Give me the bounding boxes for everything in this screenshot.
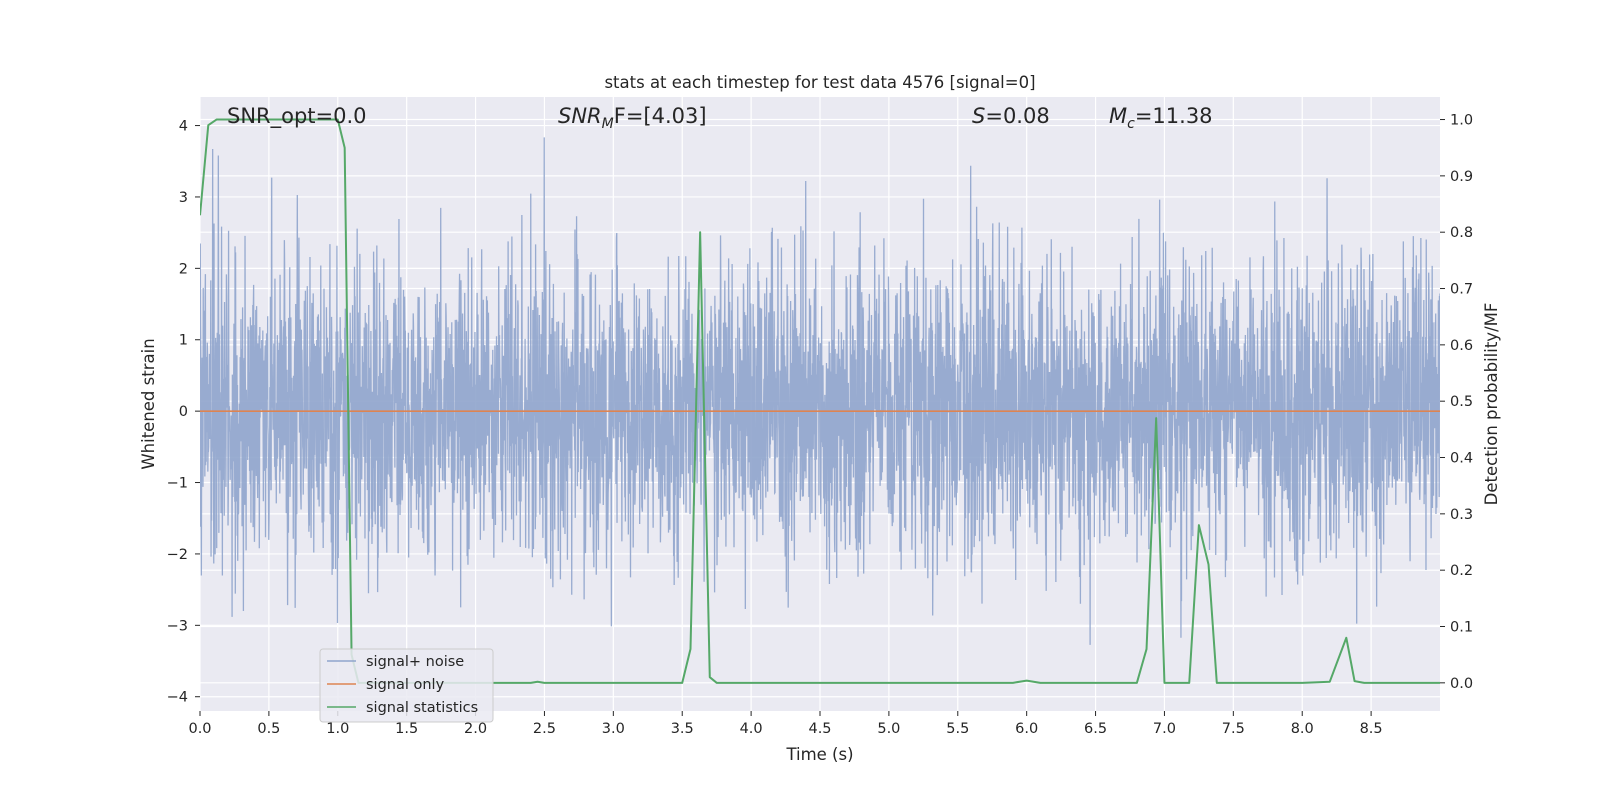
snr-mf-sub: M (602, 116, 614, 132)
x-tick-label-14: 7.0 (1153, 721, 1176, 737)
x-tick-label-13: 6.5 (1084, 721, 1107, 737)
right-y-axis-ticks: 0.0 0.1 0.2 0.3 0.4 0.5 0.6 0.7 0.8 0.9 1.0 (1440, 113, 1473, 692)
x-tick-label-7: 3.5 (671, 721, 694, 737)
chart-title: stats at each timestep for test data 457… (604, 73, 1035, 92)
x-tick-label-6: 3.0 (602, 721, 625, 737)
legend-label-signal-statistics: signal statistics (366, 700, 478, 716)
right-y-tick-label-10: 1.0 (1450, 113, 1473, 129)
left-y-tick-label-3: −1 (167, 476, 188, 492)
left-y-tick-label-1: −3 (167, 618, 188, 634)
annotation-mc: Mc=11.38 (1109, 104, 1213, 132)
annotation-snr-opt: SNR_opt=0.0 (227, 104, 367, 129)
right-y-tick-label-5: 0.5 (1450, 394, 1473, 410)
x-tick-label-10: 5.0 (877, 721, 900, 737)
x-axis-label: Time (s) (785, 745, 853, 764)
x-axis-ticks: 0.0 0.5 1.0 1.5 2.0 2.5 3.0 3.5 4.0 4.5 5.0 5.5 6.0 6… (188, 711, 1383, 737)
x-tick-label-3: 1.5 (395, 721, 418, 737)
left-y-tick-label-2: −2 (167, 547, 188, 563)
mc-label: M (1109, 104, 1127, 128)
s-label: S (972, 104, 985, 128)
snr-mf-value: F=[4.03] (614, 104, 707, 128)
x-tick-label-9: 4.5 (808, 721, 831, 737)
x-tick-label-4: 2.0 (464, 721, 487, 737)
right-y-tick-label-3: 0.3 (1450, 507, 1473, 523)
right-y-axis-label: Detection probability/MF (1482, 303, 1501, 506)
x-tick-label-12: 6.0 (1015, 721, 1038, 737)
x-tick-label-2: 1.0 (326, 721, 349, 737)
signal-statistics-line (200, 118, 1440, 684)
series-signal-statistics (200, 118, 1440, 684)
annotation-s: S=0.08 (972, 104, 1050, 128)
right-y-tick-label-6: 0.6 (1450, 338, 1473, 354)
left-y-tick-label-8: 4 (179, 119, 188, 135)
x-tick-label-15: 7.5 (1222, 721, 1245, 737)
x-tick-label-17: 8.5 (1360, 721, 1383, 737)
snr-mf-label: SNR (558, 104, 602, 128)
signal-noise-line (200, 137, 1440, 645)
right-y-tick-label-7: 0.7 (1450, 282, 1473, 298)
right-y-tick-label-0: 0.0 (1450, 676, 1473, 692)
x-tick-label-0: 0.0 (188, 721, 211, 737)
series-signal-noise (200, 137, 1440, 645)
left-y-axis-ticks: −4 −3 −2 −1 0 1 2 3 4 (167, 119, 200, 706)
x-tick-label-16: 8.0 (1291, 721, 1314, 737)
left-y-tick-label-0: −4 (167, 690, 188, 706)
right-y-tick-label-8: 0.8 (1450, 225, 1473, 241)
left-y-tick-label-6: 2 (179, 261, 188, 277)
legend-box (319, 648, 494, 723)
mc-sub: c (1127, 116, 1135, 132)
x-tick-label-5: 2.5 (533, 721, 556, 737)
right-y-tick-label-4: 0.4 (1450, 451, 1473, 467)
x-tick-label-11: 5.5 (946, 721, 969, 737)
mc-value: =11.38 (1135, 104, 1213, 128)
legend: signal+ noise signal only signal statist… (319, 648, 494, 723)
legend-label-signal-noise: signal+ noise (366, 654, 464, 670)
x-tick-label-1: 0.5 (257, 721, 280, 737)
right-y-tick-label-1: 0.1 (1450, 620, 1473, 636)
left-y-tick-label-5: 1 (179, 333, 188, 349)
legend-label-signal-only: signal only (366, 677, 445, 693)
s-value: =0.08 (985, 104, 1049, 128)
left-y-tick-label-4: 0 (179, 404, 188, 420)
annotation-snr-mf: SNRMF=[4.03] (558, 104, 707, 132)
right-y-tick-label-9: 0.9 (1450, 169, 1473, 185)
left-y-axis-label: Whitened strain (139, 338, 158, 469)
right-y-tick-label-2: 0.2 (1450, 563, 1473, 579)
left-y-tick-label-7: 3 (179, 190, 188, 206)
x-tick-label-8: 4.0 (740, 721, 763, 737)
